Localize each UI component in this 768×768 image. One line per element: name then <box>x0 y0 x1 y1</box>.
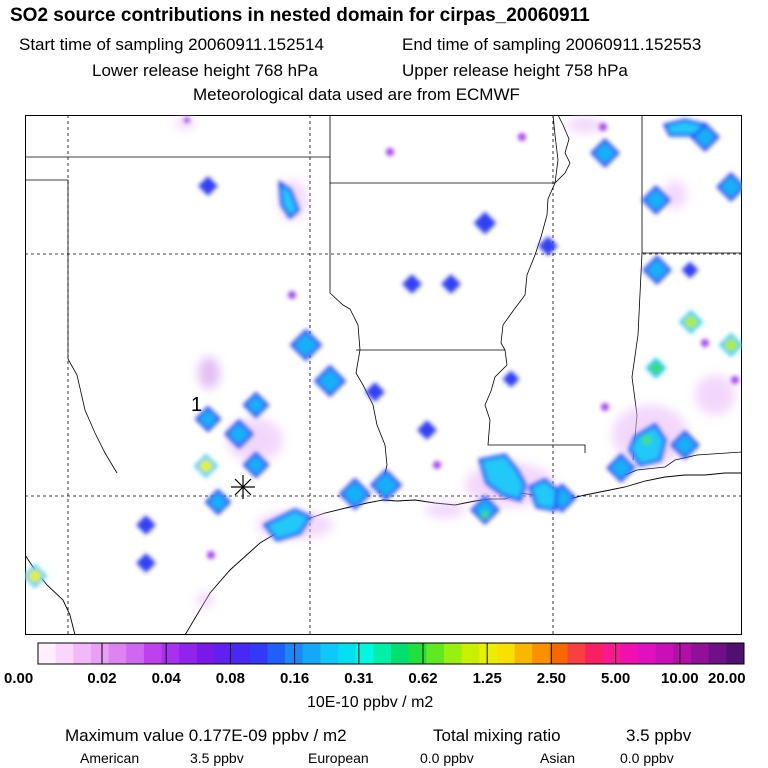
end-time-text: End time of sampling 20060911.152553 <box>402 35 702 54</box>
region-american-value: 3.5 ppbv <box>190 750 244 766</box>
colorbar-swatch <box>38 643 57 664</box>
source-label: 1 <box>191 394 202 416</box>
state-borders <box>25 115 742 494</box>
colorbar-swatch <box>655 643 674 664</box>
colorbar-swatch <box>108 643 127 664</box>
map-frame <box>25 115 742 635</box>
region-european-name: European <box>308 750 369 766</box>
colorbar-swatch <box>267 643 286 664</box>
colorbar-tick-label: 0.00 <box>4 670 34 687</box>
colorbar-swatch <box>479 643 498 664</box>
colorbar-swatch <box>691 643 710 664</box>
colorbar-swatch <box>338 643 357 664</box>
colorbar-swatch <box>161 643 180 664</box>
colorbar-swatch <box>302 643 321 664</box>
colorbar-swatch <box>461 643 480 664</box>
region-european-value: 0.0 ppbv <box>420 750 474 766</box>
colorbar-tick-label: 0.16 <box>279 670 310 687</box>
region-american-name: American <box>80 750 140 766</box>
colorbar-unit-label: 10E-10 ppbv / m2 <box>307 694 434 711</box>
colorbar-swatch <box>214 643 233 664</box>
total-mixing-ratio-label: Total mixing ratio <box>433 726 561 745</box>
colorbar-swatch <box>391 643 410 664</box>
colorbar-swatch <box>443 643 463 664</box>
start-time-text: Start time of sampling 20060911.152514 <box>19 35 324 54</box>
map-panel: 1 <box>25 115 742 635</box>
colorbar-tick-label: 0.62 <box>408 670 438 687</box>
colorbar-swatch <box>602 643 621 664</box>
plot-title: SO2 source contributions in nested domai… <box>10 5 590 26</box>
colorbar <box>37 642 745 665</box>
colorbar-tick-label: 2.50 <box>536 670 566 687</box>
colorbar-swatch <box>532 643 551 664</box>
colorbar-swatch <box>408 643 427 664</box>
colorbar-swatch <box>496 643 516 664</box>
colorbar-tick-label: 20.00 <box>708 670 746 687</box>
colorbar-tick-label: 0.08 <box>215 670 245 687</box>
colorbar-swatch <box>355 643 374 664</box>
colorbar-swatch <box>196 643 215 664</box>
colorbar-swatch <box>73 643 92 664</box>
colorbar-swatch <box>726 643 745 664</box>
colorbar-tick-label: 5.00 <box>600 670 631 687</box>
colorbar-swatch <box>249 643 268 664</box>
colorbar-swatch <box>585 643 604 664</box>
colorbar-swatch <box>232 643 251 664</box>
region-asian-name: Asian <box>540 750 576 766</box>
region-asian-value: 0.0 ppbv <box>620 750 674 766</box>
colorbar-tick-label: 0.02 <box>87 670 117 687</box>
meteorological-data-text: Meteorological data used are from ECMWF <box>193 85 520 104</box>
total-mixing-ratio-value: 3.5 ppbv <box>626 726 692 745</box>
colorbar-swatch <box>567 643 586 664</box>
colorbar-swatch <box>179 643 198 664</box>
colorbar-tick-label: 10.00 <box>661 670 699 687</box>
colorbar-swatch <box>638 643 657 664</box>
colorbar-swatch <box>143 643 163 664</box>
colorbar-swatch <box>373 643 392 664</box>
colorbar-swatch <box>55 643 74 664</box>
upper-release-height-text: Upper release height 758 hPa <box>402 61 628 80</box>
lower-release-height-text: Lower release height 768 hPa <box>92 61 318 80</box>
concentration-hotspots <box>25 117 742 589</box>
colorbar-swatch <box>514 643 533 664</box>
colorbar-swatch <box>549 643 568 664</box>
colorbar-swatch <box>126 643 145 664</box>
colorbar-tick-label: 1.25 <box>472 670 502 687</box>
colorbar-swatch <box>320 643 339 664</box>
colorbar-swatch <box>426 643 445 664</box>
colorbar-tick-label: 0.04 <box>151 670 181 687</box>
colorbar-swatch <box>673 643 692 664</box>
colorbar-swatch <box>90 643 110 664</box>
colorbar-swatch <box>620 643 639 664</box>
asterisk-marker <box>231 475 255 499</box>
maximum-value-text: Maximum value 0.177E-09 ppbv / m2 <box>65 726 347 745</box>
colorbar-swatch <box>708 643 727 664</box>
colorbar-tick-label: 0.31 <box>344 670 374 687</box>
